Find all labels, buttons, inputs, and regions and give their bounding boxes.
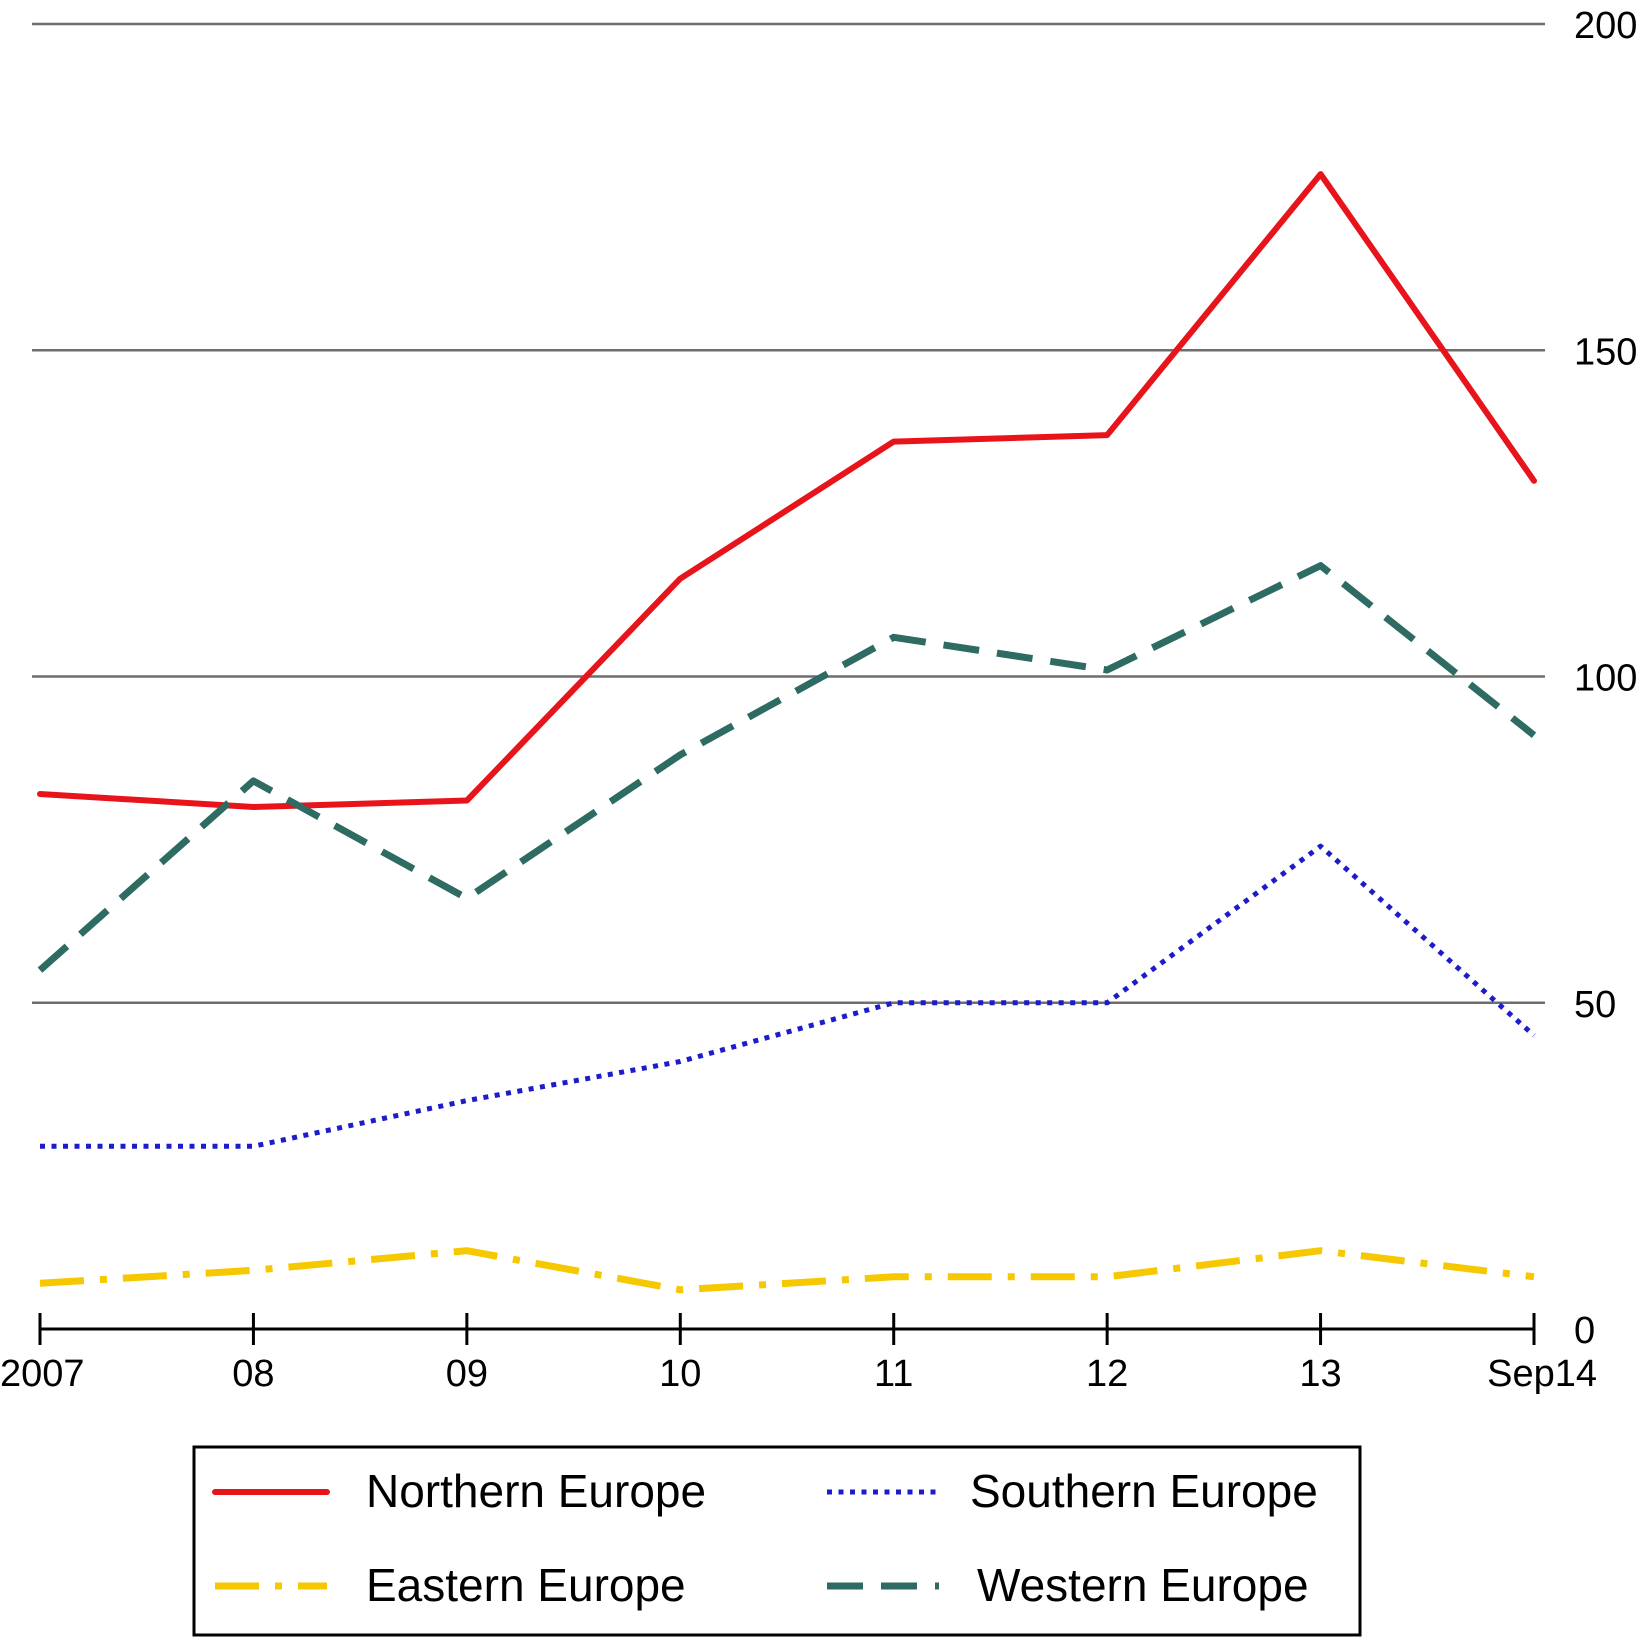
x-tick-label-11: 11 (874, 1353, 913, 1395)
y-tick-label-0: 0 (1574, 1310, 1595, 1352)
x-tick-label-12: 12 (1086, 1353, 1128, 1395)
legend: Northern Europe Southern Europe Eastern Eu… (192, 1445, 1362, 1637)
x-tick-label-09: 09 (446, 1353, 488, 1395)
y-tick-label-100: 100 (1574, 658, 1637, 700)
y-axis-labels: 0 50 100 150 200 (1574, 5, 1637, 1352)
legend-label-western-europe: Western Europe (977, 1559, 1309, 1611)
x-tick-label-2007: 2007 (0, 1353, 85, 1395)
legend-label-southern-europe: Southern Europe (970, 1465, 1318, 1517)
x-axis: 2007 08 09 10 11 12 13 Sep14 (0, 1313, 1597, 1395)
x-tick-label-10: 10 (659, 1353, 701, 1395)
x-tick-label-sep14: Sep14 (1487, 1353, 1597, 1395)
x-tick-label-08: 08 (232, 1353, 274, 1395)
legend-label-northern-europe: Northern Europe (366, 1465, 706, 1517)
y-tick-label-200: 200 (1574, 5, 1637, 47)
x-tick-label-13: 13 (1299, 1353, 1341, 1395)
legend-label-eastern-europe: Eastern Europe (366, 1559, 686, 1611)
legend-box (192, 1445, 1362, 1637)
series-line-northern-europe (37, 171, 1537, 810)
y-tick-label-50: 50 (1574, 984, 1616, 1026)
series-lines (37, 171, 1537, 1294)
gridlines (32, 22, 1545, 1004)
series-line-eastern-europe (39, 1247, 1535, 1294)
series-line-western-europe (37, 562, 1537, 973)
y-tick-label-150: 150 (1574, 331, 1637, 373)
series-line-southern-europe (40, 843, 1536, 1149)
